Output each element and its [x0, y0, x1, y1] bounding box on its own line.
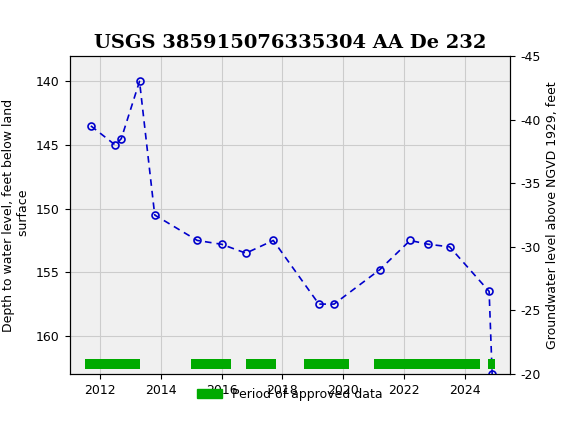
Legend: Period of approved data: Period of approved data: [192, 383, 388, 406]
Bar: [374, 359, 480, 369]
Bar: [191, 359, 231, 369]
Y-axis label: Depth to water level, feet below land
 surface: Depth to water level, feet below land su…: [2, 98, 30, 332]
Bar: [304, 359, 349, 369]
Text: ⊠ USGS: ⊠ USGS: [6, 10, 60, 25]
Bar: [246, 359, 276, 369]
Bar: [488, 359, 495, 369]
Bar: [85, 359, 140, 369]
Text: USGS 385915076335304 AA De 232: USGS 385915076335304 AA De 232: [94, 34, 486, 52]
FancyBboxPatch shape: [6, 2, 87, 33]
Y-axis label: Groundwater level above NGVD 1929, feet: Groundwater level above NGVD 1929, feet: [546, 81, 559, 349]
